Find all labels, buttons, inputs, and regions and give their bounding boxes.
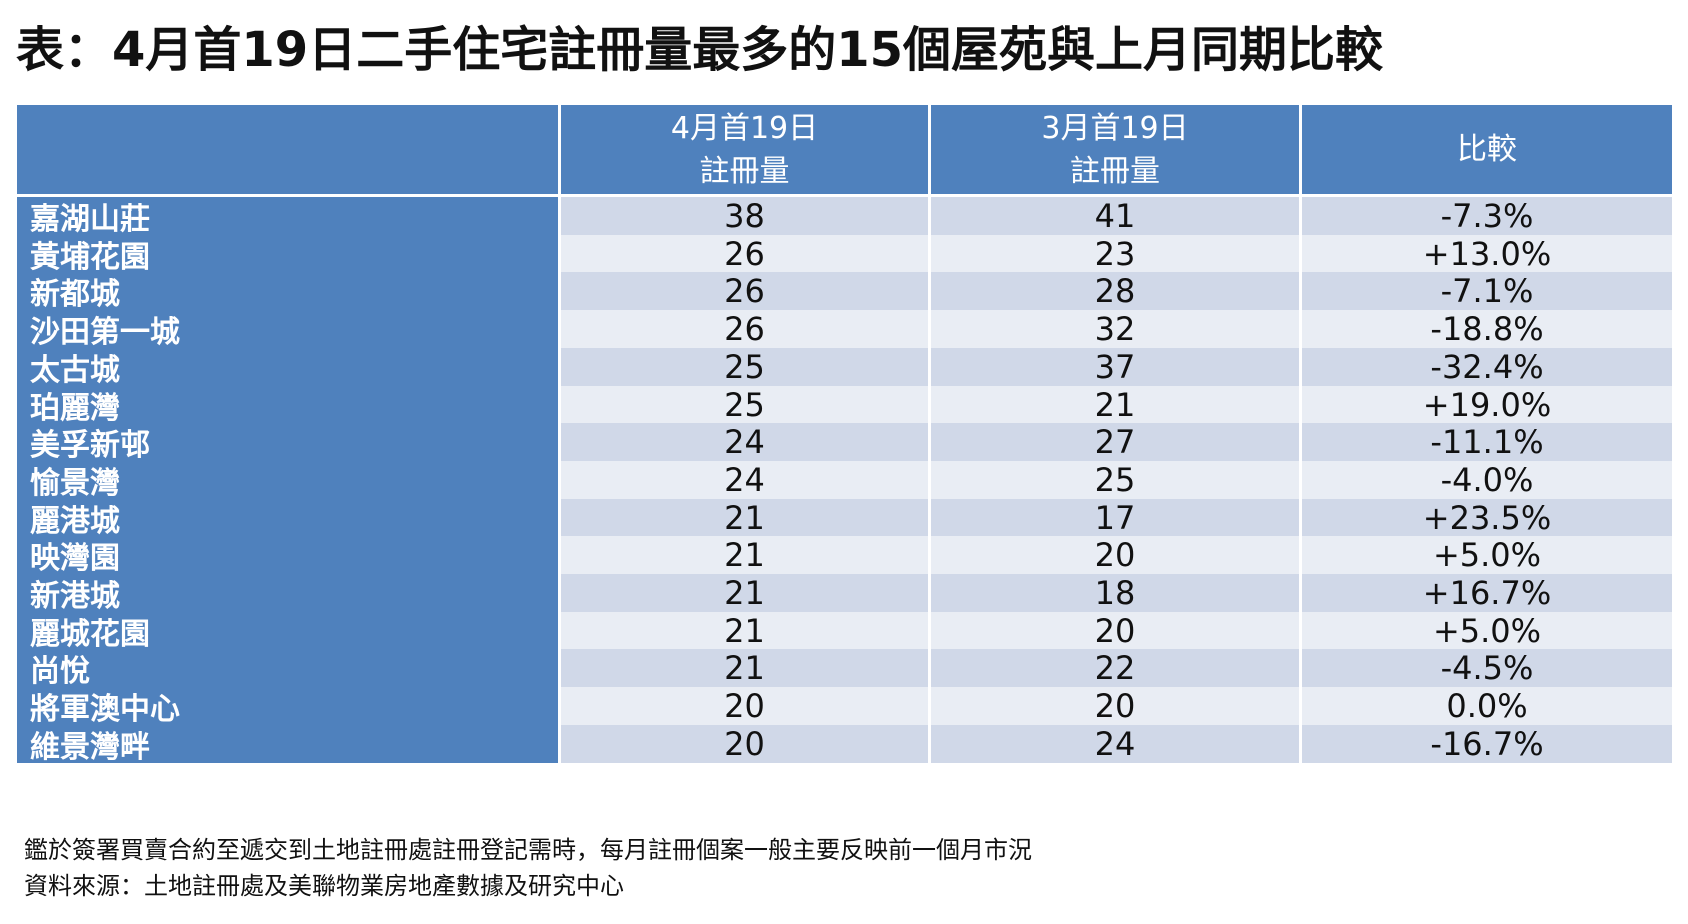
cell-march-count: 37 (931, 347, 1299, 386)
cell-change: -4.5% (1302, 649, 1672, 688)
cell-estate-name: 將軍澳中心 (17, 687, 558, 727)
cell-estate-name: 黃埔花園 (17, 234, 558, 275)
cell-change: -7.1% (1302, 272, 1672, 311)
cell-april-count: 38 (561, 197, 928, 235)
cell-estate-name: 珀麗灣 (17, 385, 558, 426)
table-row: 黃埔花園 26 23 +13.0% (17, 234, 1672, 275)
table-row: 嘉湖山莊 38 41 -7.3% (17, 197, 1672, 237)
cell-estate-name: 美孚新邨 (17, 423, 558, 463)
cell-change: -18.8% (1302, 310, 1672, 349)
cell-april-count: 20 (561, 687, 928, 726)
page-title: 表：4月首19日二手住宅註冊量最多的15個屋苑與上月同期比較 (16, 22, 1383, 78)
cell-april-count: 26 (561, 310, 928, 349)
cell-change: -16.7% (1302, 724, 1672, 763)
footnote: 鑑於簽署買賣合約至遞交到土地註冊處註冊登記需時，每月註冊個案一般主要反映前一個月… (24, 836, 1032, 864)
column-header-compare: 比較 (1302, 105, 1672, 194)
table-row: 太古城 25 37 -32.4% (17, 347, 1672, 388)
cell-april-count: 21 (561, 536, 928, 575)
cell-estate-name: 新都城 (17, 272, 558, 312)
column-header-april-line1: 4月首19日 (670, 110, 819, 146)
table-row: 映灣園 21 20 +5.0% (17, 536, 1672, 576)
cell-march-count: 25 (931, 460, 1299, 499)
cell-change: 0.0% (1302, 687, 1672, 726)
column-header-march-line2: 註冊量 (1070, 153, 1160, 189)
table-row: 麗城花園 21 20 +5.0% (17, 611, 1672, 652)
cell-change: +16.7% (1302, 574, 1672, 612)
cell-march-count: 21 (931, 385, 1299, 424)
cell-april-count: 21 (561, 574, 928, 612)
table-row: 沙田第一城 26 32 -18.8% (17, 310, 1672, 350)
cell-march-count: 20 (931, 536, 1299, 575)
table-row: 美孚新邨 24 27 -11.1% (17, 423, 1672, 463)
cell-march-count: 41 (931, 197, 1299, 235)
cell-april-count: 26 (561, 272, 928, 311)
cell-estate-name: 嘉湖山莊 (17, 197, 558, 237)
cell-change: +13.0% (1302, 234, 1672, 273)
cell-april-count: 26 (561, 234, 928, 273)
cell-april-count: 25 (561, 385, 928, 424)
cell-march-count: 20 (931, 687, 1299, 726)
column-header-name (17, 105, 558, 194)
cell-change: -32.4% (1302, 347, 1672, 386)
cell-estate-name: 太古城 (17, 347, 558, 388)
data-table: 4月首19日 註冊量 3月首19日 註冊量 比較 嘉湖山莊 38 41 -7.3% 黃埔… (17, 105, 1672, 811)
table-row: 新都城 26 28 -7.1% (17, 272, 1672, 312)
cell-april-count: 21 (561, 649, 928, 688)
column-header-march-line1: 3月首19日 (1041, 110, 1189, 146)
cell-change: +19.0% (1302, 385, 1672, 424)
cell-april-count: 25 (561, 347, 928, 386)
table-row: 將軍澳中心 20 20 0.0% (17, 687, 1672, 727)
cell-march-count: 24 (931, 724, 1299, 763)
table-row: 愉景灣 24 25 -4.0% (17, 460, 1672, 501)
cell-march-count: 22 (931, 649, 1299, 688)
cell-change: +5.0% (1302, 536, 1672, 575)
cell-march-count: 18 (931, 574, 1299, 612)
cell-march-count: 23 (931, 234, 1299, 273)
cell-march-count: 20 (931, 611, 1299, 650)
cell-estate-name: 麗港城 (17, 498, 558, 539)
table-row: 尚悅 21 22 -4.5% (17, 649, 1672, 689)
table-row: 維景灣畔 20 24 -16.7% (17, 724, 1672, 765)
cell-march-count: 27 (931, 423, 1299, 462)
cell-change: +5.0% (1302, 611, 1672, 650)
column-header-april-line2: 註冊量 (699, 153, 790, 189)
cell-estate-name: 維景灣畔 (17, 724, 558, 765)
cell-april-count: 24 (561, 460, 928, 499)
table-header-row: 4月首19日 註冊量 3月首19日 註冊量 比較 (17, 105, 1672, 194)
column-header-march: 3月首19日 註冊量 (931, 105, 1299, 194)
cell-change: -11.1% (1302, 423, 1672, 462)
table-row: 新港城 21 18 +16.7% (17, 574, 1672, 614)
cell-april-count: 21 (561, 498, 928, 537)
cell-estate-name: 新港城 (17, 574, 558, 614)
cell-march-count: 32 (931, 310, 1299, 349)
source-note: 資料來源：土地註冊處及美聯物業房地產數據及研究中心 (24, 872, 624, 900)
cell-estate-name: 沙田第一城 (17, 310, 558, 350)
cell-estate-name: 麗城花園 (17, 611, 558, 652)
cell-estate-name: 映灣園 (17, 536, 558, 576)
cell-march-count: 17 (931, 498, 1299, 537)
cell-estate-name: 尚悅 (17, 649, 558, 689)
cell-change: +23.5% (1302, 498, 1672, 537)
cell-april-count: 24 (561, 423, 928, 462)
cell-april-count: 21 (561, 611, 928, 650)
cell-march-count: 28 (931, 272, 1299, 311)
column-header-april: 4月首19日 註冊量 (561, 105, 928, 194)
cell-april-count: 20 (561, 724, 928, 763)
cell-change: -7.3% (1302, 197, 1672, 235)
table-row: 麗港城 21 17 +23.5% (17, 498, 1672, 539)
table-row: 珀麗灣 25 21 +19.0% (17, 385, 1672, 426)
cell-change: -4.0% (1302, 460, 1672, 499)
cell-estate-name: 愉景灣 (17, 460, 558, 501)
